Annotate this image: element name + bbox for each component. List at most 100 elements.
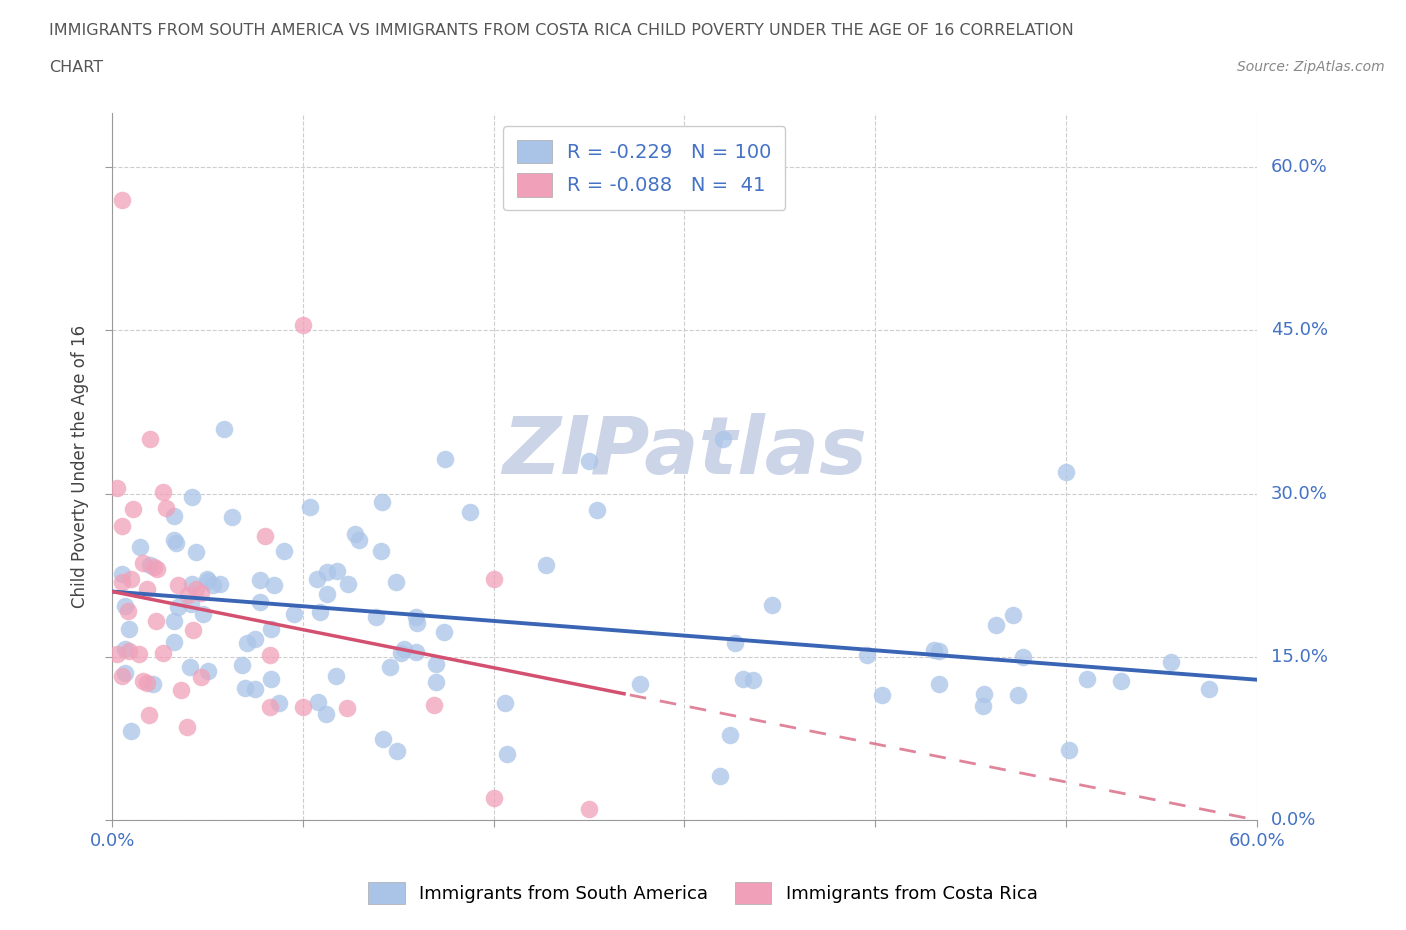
Point [212,421,235,436]
Point [299,500,322,515]
Point [111,519,134,534]
Point [118,644,141,658]
Point [176,719,198,734]
Point [718,727,741,742]
Point [155,500,177,515]
Point [135,581,157,596]
Point [742,672,765,687]
Point [711,432,734,446]
Point [761,597,783,612]
Point [162,614,184,629]
Point [1076,671,1098,686]
Point [231,658,253,672]
Point [170,683,193,698]
Point [1059,742,1081,757]
Point [120,724,142,738]
Point [245,682,267,697]
Point [118,621,141,636]
Point [179,659,201,674]
Text: ZIPatlas: ZIPatlas [502,413,868,491]
Point [405,644,427,659]
Point [347,533,370,548]
Point [122,502,145,517]
Point [273,543,295,558]
Point [163,533,186,548]
Point [482,790,505,805]
Point [184,545,207,560]
Point [291,699,314,714]
Point [494,695,516,710]
Point [856,647,879,662]
Point [190,585,212,600]
Point [384,575,406,590]
Point [628,676,651,691]
Point [105,646,128,661]
Legend: R = -0.229   N = 100, R = -0.088   N =  41: R = -0.229 N = 100, R = -0.088 N = 41 [503,126,786,210]
Point [180,577,202,591]
Point [111,669,134,684]
Point [586,503,609,518]
Point [181,622,204,637]
Point [128,646,150,661]
Legend: Immigrants from South America, Immigrants from Costa Rica: Immigrants from South America, Immigrant… [361,875,1045,911]
Text: 45.0%: 45.0% [1271,322,1327,339]
Point [482,571,505,586]
Point [928,677,950,692]
Point [195,572,218,587]
Point [177,588,200,603]
Point [263,578,285,592]
Point [373,732,395,747]
Point [389,645,412,660]
Point [315,707,337,722]
Point [114,598,136,613]
Point [1012,650,1035,665]
Point [267,696,290,711]
Point [236,635,259,650]
Point [167,578,190,592]
Point [1109,674,1132,689]
Point [114,665,136,680]
Text: 30.0%: 30.0% [1271,485,1327,502]
Point [433,624,456,639]
Point [254,529,277,544]
Point [316,565,339,579]
Point [145,613,167,628]
Point [405,616,427,631]
Point [165,536,187,551]
Point [709,768,731,783]
Point [305,572,328,587]
Text: IMMIGRANTS FROM SOUTH AMERICA VS IMMIGRANTS FROM COSTA RICA CHILD POVERTY UNDER : IMMIGRANTS FROM SOUTH AMERICA VS IMMIGRA… [49,23,1074,38]
Point [197,573,219,588]
Point [221,510,243,525]
Point [142,677,165,692]
Point [259,699,281,714]
Text: CHART: CHART [49,60,103,75]
Point [107,481,129,496]
Point [336,577,359,591]
Point [201,578,224,592]
Point [578,802,600,817]
Point [209,577,232,591]
Point [163,509,186,524]
Text: Source: ZipAtlas.com: Source: ZipAtlas.com [1237,60,1385,74]
Point [152,645,174,660]
Point [335,700,357,715]
Point [191,606,214,621]
Point [536,557,558,572]
Point [973,686,995,701]
Point [434,452,457,467]
Point [986,618,1008,632]
Point [136,676,159,691]
Point [132,556,155,571]
Point [259,647,281,662]
Point [259,622,281,637]
Point [870,687,893,702]
Point [922,643,945,658]
Point [1160,655,1182,670]
Point [422,698,444,712]
Point [458,505,481,520]
Point [387,744,409,759]
Point [243,631,266,646]
Point [249,595,271,610]
Point [380,660,402,675]
